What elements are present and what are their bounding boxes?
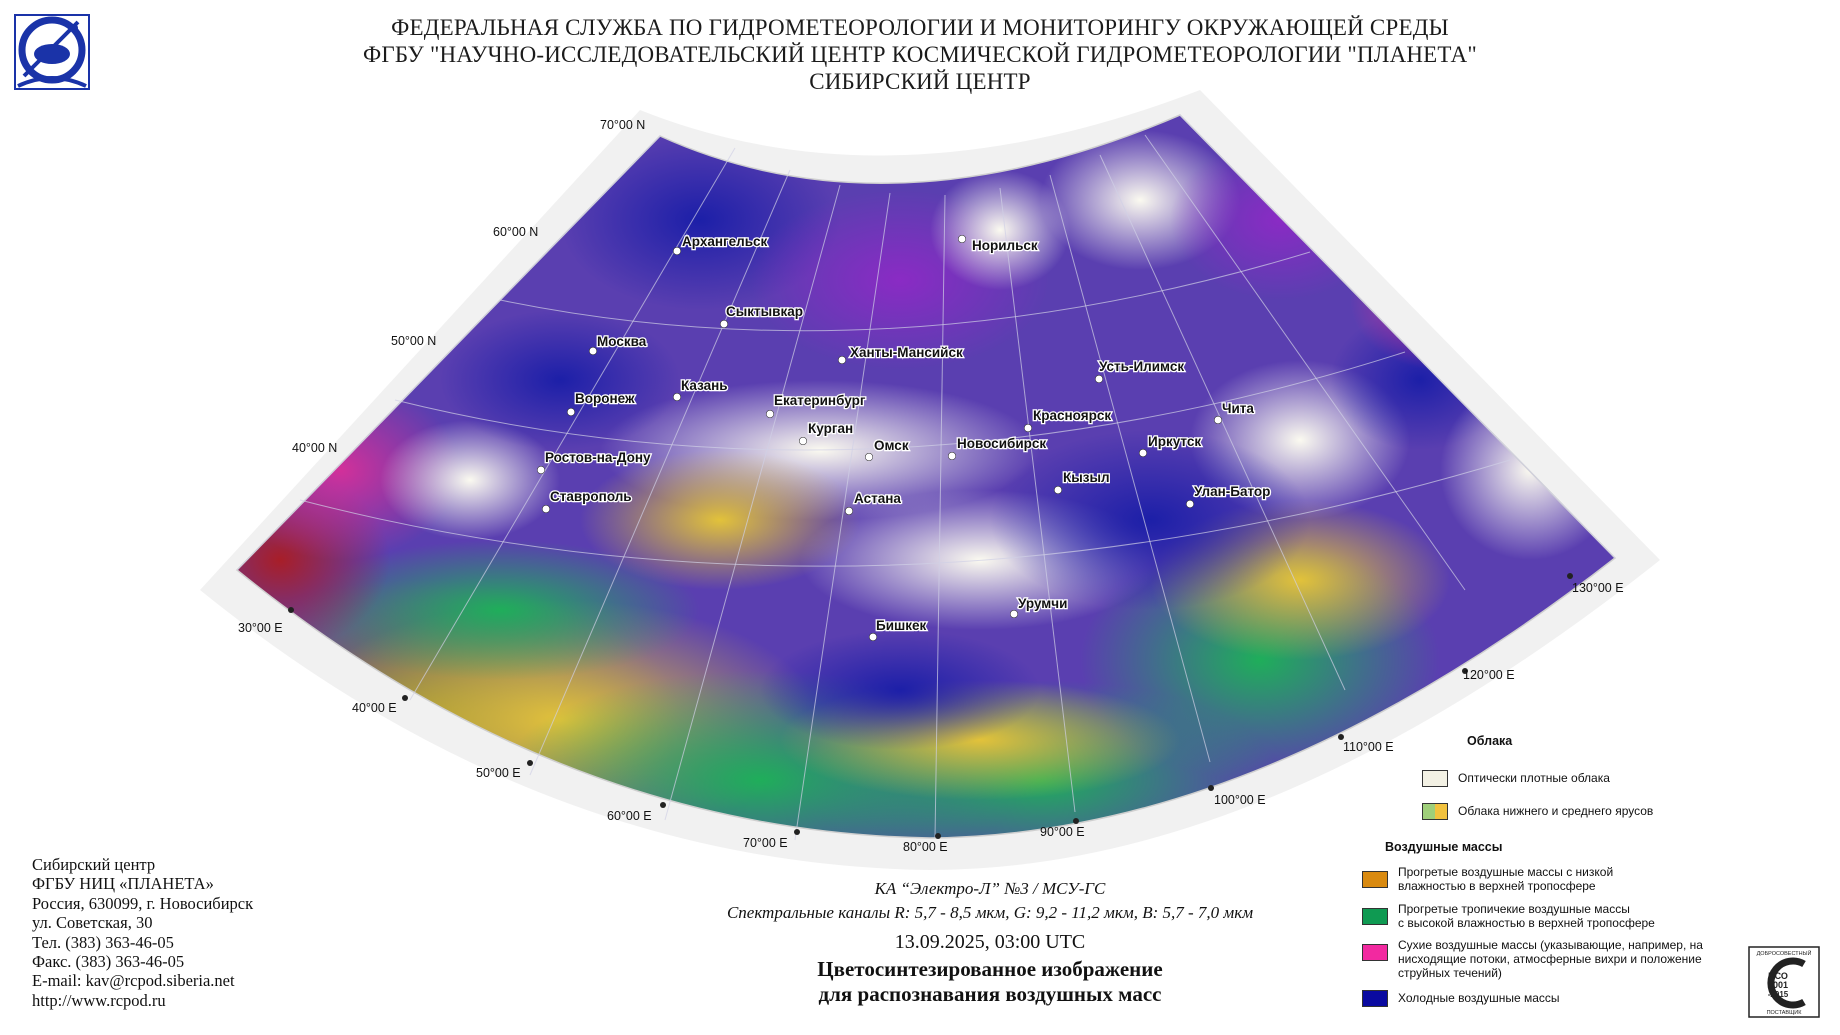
legend-label: Прогретые тропичекие воздушные массы с в… xyxy=(1398,902,1655,930)
caption-channels: Спектральные каналы R: 5,7 - 8,5 мкм, G:… xyxy=(726,903,1254,922)
legend-clouds-title: Облака xyxy=(1467,734,1513,748)
iso-line-2: 9001 xyxy=(1768,980,1788,990)
city-moscow: Москва xyxy=(597,334,647,349)
contact-block: Сибирский центр ФГБУ НИЦ «ПЛАНЕТА» Росси… xyxy=(32,855,253,1010)
contact-website[interactable]: http://www.rcpod.ru xyxy=(32,990,166,1010)
city-norilsk: Норильск xyxy=(972,238,1038,253)
city-yekaterinburg: Екатеринбург xyxy=(774,393,866,408)
legend-label: Облака нижнего и среднего ярусов xyxy=(1458,804,1654,818)
contact-line: ул. Советская, 30 xyxy=(32,913,153,933)
caption-datetime: 13.09.2025, 03:00 UTC xyxy=(894,931,1086,953)
planeta-logo xyxy=(14,14,90,90)
legend-label-line: влажностью в верхней тропосфере xyxy=(1398,879,1596,893)
legend-thick-clouds: Оптически плотные облака xyxy=(1422,770,1610,787)
lon-label-90: 90°00 E xyxy=(1040,825,1085,839)
lon-label-30: 30°00 E xyxy=(238,621,283,635)
legend-air-title: Воздушные массы xyxy=(1385,840,1503,854)
header-line-2: ФГБУ "НАУЧНО-ИССЛЕДОВАТЕЛЬСКИЙ ЦЕНТР КОС… xyxy=(363,42,1477,67)
city-kurgan: Курган xyxy=(808,421,853,436)
city-syktyvkar: Сыктывкар xyxy=(726,304,803,319)
contact-line: Россия, 630099, г. Новосибирск xyxy=(32,893,254,913)
city-ulan-bator: Улан-Батор xyxy=(1194,484,1270,499)
lat-label-40: 40°00 N xyxy=(292,441,337,455)
legend-dry: Сухие воздушные массы (указывающие, напр… xyxy=(1362,938,1703,980)
iso-line-3: -2015 xyxy=(1768,990,1789,999)
iso-certification-badge: ДОБРОСОВЕСТНЫЙ ИСО 9001 -2015 ПОСТАВЩИК xyxy=(1748,946,1820,1018)
lon-label-80: 80°00 E xyxy=(903,840,948,854)
city-astana: Астана xyxy=(854,491,901,506)
legend-label-line: Сухие воздушные массы (указывающие, напр… xyxy=(1398,938,1703,952)
lon-label-100: 100°00 E xyxy=(1214,793,1266,807)
image-caption: КА “Электро-Л” №3 / МСУ-ГС Спектральные … xyxy=(480,877,1500,1007)
legend-swatch-cold xyxy=(1362,990,1388,1007)
iso-line-1: ИСО xyxy=(1768,971,1788,981)
city-khanty-mansiysk: Ханты-Мансийск xyxy=(850,345,963,360)
city-urumqi: Урумчи xyxy=(1018,596,1067,611)
contact-line: Сибирский центр xyxy=(32,855,156,874)
caption-title-1: Цветосинтезированное изображение xyxy=(817,957,1163,981)
lat-label-60: 60°00 N xyxy=(493,225,538,239)
city-omsk: Омск xyxy=(874,438,909,453)
city-voronezh: Воронеж xyxy=(575,391,635,406)
legend-swatch-low-mid xyxy=(1422,803,1448,820)
legend-swatch-warm-dry xyxy=(1362,871,1388,888)
legend-label-line: Прогретые воздушные массы с низкой xyxy=(1398,865,1614,879)
city-chita: Чита xyxy=(1222,401,1254,416)
caption-satellite: КА “Электро-Л” №3 / МСУ-ГС xyxy=(874,879,1106,898)
header-line-1: ФЕДЕРАЛЬНАЯ СЛУЖБА ПО ГИДРОМЕТЕОРОЛОГИИ … xyxy=(391,15,1449,40)
legend-label-line: с высокой влажностью в верхней тропосфер… xyxy=(1398,916,1655,930)
legend-label: Холодные воздушные массы xyxy=(1398,991,1560,1005)
lat-label-50: 50°00 N xyxy=(391,334,436,348)
contact-fax: Факс. (383) 363-46-05 xyxy=(32,952,185,972)
legend-low-mid-clouds: Облака нижнего и среднего ярусов xyxy=(1422,803,1653,820)
legend-label-line: Прогретые тропичекие воздушные массы xyxy=(1398,902,1630,916)
lon-label-70: 70°00 E xyxy=(743,836,788,850)
lon-label-120: 120°00 E xyxy=(1463,668,1515,682)
city-kazan: Казань xyxy=(681,378,728,393)
header-line-3: СИБИРСКИЙ ЦЕНТР xyxy=(809,69,1031,94)
city-arkhangelsk: Архангельск xyxy=(682,234,768,249)
legend-warm-dry: Прогретые воздушные массы с низкой влажн… xyxy=(1362,865,1613,893)
city-irkutsk: Иркутск xyxy=(1148,434,1201,449)
map-outline xyxy=(235,114,1617,839)
city-krasnoyarsk: Красноярск xyxy=(1033,408,1111,423)
page-header: ФЕДЕРАЛЬНАЯ СЛУЖБА ПО ГИДРОМЕТЕОРОЛОГИИ … xyxy=(0,14,1840,95)
legend-cold: Холодные воздушные массы xyxy=(1362,990,1560,1007)
graticule xyxy=(236,114,1616,841)
city-kyzyl: Кызыл xyxy=(1063,470,1110,485)
city-ust-ilimsk: Усть-Илимск xyxy=(1099,359,1184,374)
legend-label: Прогретые воздушные массы с низкой влажн… xyxy=(1398,865,1613,893)
iso-bottom-text: ПОСТАВЩИК xyxy=(1767,1010,1803,1016)
city-novosibirsk: Новосибирск xyxy=(957,436,1046,451)
legend-label-line: нисходящие потоки, атмосферные вихри и п… xyxy=(1398,952,1702,966)
legend-swatch-thick xyxy=(1422,770,1448,787)
legend-tropical: Прогретые тропичекие воздушные массы с в… xyxy=(1362,902,1655,930)
iso-top-text: ДОБРОСОВЕСТНЫЙ xyxy=(1757,949,1812,957)
lon-label-110: 110°00 E xyxy=(1343,740,1394,754)
lat-label-70: 70°00 N xyxy=(600,118,645,132)
legend-label: Оптически плотные облака xyxy=(1458,771,1610,785)
legend-label: Сухие воздушные массы (указывающие, напр… xyxy=(1398,938,1703,980)
city-rostov-on-don: Ростов-на-Дону xyxy=(545,450,651,465)
city-bishkek: Бишкек xyxy=(876,618,927,633)
lon-label-40: 40°00 E xyxy=(352,701,397,715)
lon-label-130: 130°00 E xyxy=(1572,581,1624,595)
contact-phone: Тел. (383) 363-46-05 xyxy=(32,932,174,952)
city-stavropol: Ставрополь xyxy=(550,489,632,504)
legend-label-line: струйных течений) xyxy=(1398,966,1502,980)
lon-label-50: 50°00 E xyxy=(476,766,521,780)
contact-email[interactable]: E-mail: kav@rcpod.siberia.net xyxy=(32,971,235,991)
lon-label-60: 60°00 E xyxy=(607,809,652,823)
contact-line: ФГБУ НИЦ «ПЛАНЕТА» xyxy=(32,874,214,894)
caption-title-2: для распознавания воздушных масс xyxy=(818,982,1162,1006)
legend-swatch-tropical xyxy=(1362,908,1388,925)
legend-swatch-dry xyxy=(1362,944,1388,961)
